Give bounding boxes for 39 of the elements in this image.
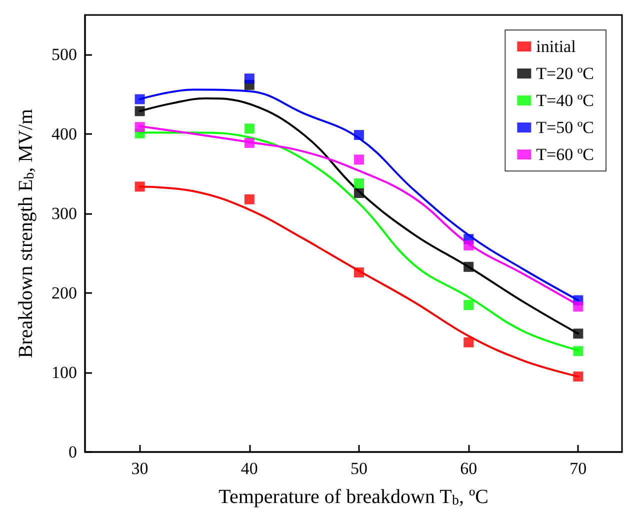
point: [244, 124, 254, 134]
point: [573, 372, 584, 382]
point: [244, 194, 254, 204]
y-tick-label: 300: [52, 204, 77, 224]
point: [134, 106, 145, 116]
point: [354, 188, 364, 198]
x-tick-label: 60: [460, 459, 478, 478]
legend-label: T=60 ºC: [536, 145, 594, 164]
x-axis-title: Temperature of breakdown Tb, ºC: [218, 486, 489, 508]
point: [244, 138, 254, 148]
x-tick-label: 70: [570, 459, 587, 478]
point: [573, 346, 584, 356]
point: [573, 328, 584, 339]
legend-label: initial: [536, 37, 576, 56]
point: [134, 182, 145, 192]
point: [464, 300, 474, 310]
point: [464, 262, 474, 272]
y-tick-label: 100: [52, 363, 77, 382]
point: [464, 240, 474, 250]
point: [573, 302, 584, 312]
y-tick-label: 400: [52, 124, 77, 144]
point: [244, 74, 254, 84]
point: [354, 130, 364, 140]
y-axis-title: Breakdown strength Eb, MV/m: [15, 108, 38, 358]
point: [354, 267, 364, 278]
point: [354, 154, 364, 165]
point: [134, 122, 145, 132]
point: [464, 337, 474, 348]
legend-label: T=50 ºC: [536, 118, 594, 137]
x-tick-label: 50: [350, 459, 368, 478]
x-tick-label: 30: [131, 459, 148, 478]
legend-label: T=20 ºC: [536, 64, 594, 83]
point: [134, 94, 145, 104]
x-tick-label: 40: [240, 459, 258, 478]
y-tick-label: 200: [52, 284, 77, 303]
y-tick-label: 500: [52, 45, 77, 64]
point: [354, 178, 364, 188]
legend-label: T=40 ºC: [536, 91, 594, 110]
y-tick-label: 0: [68, 442, 77, 462]
